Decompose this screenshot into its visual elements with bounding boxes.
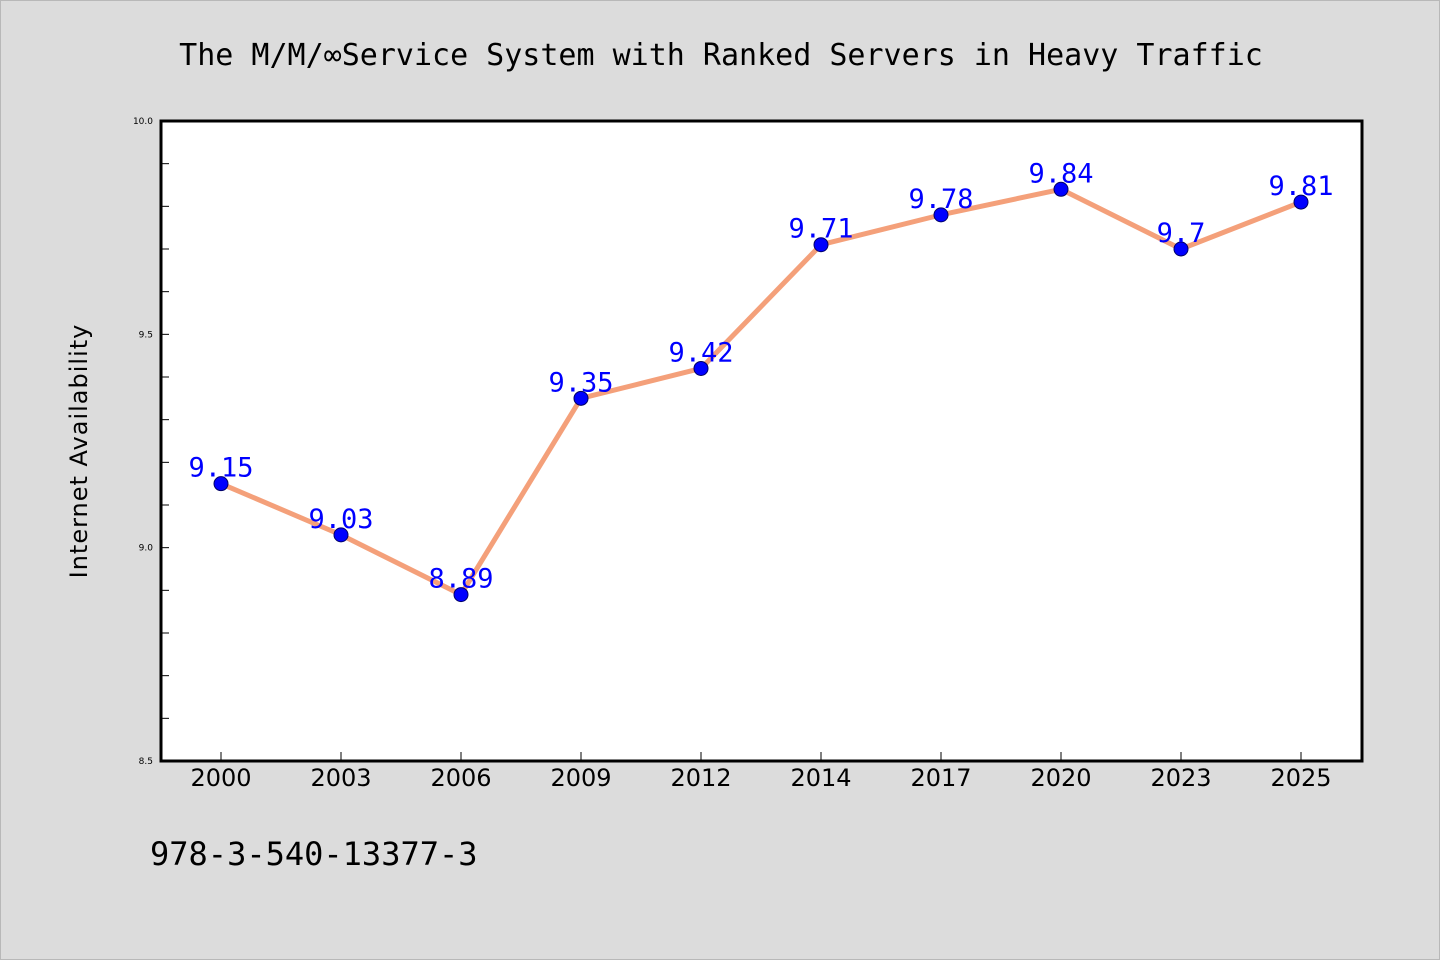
footer-isbn: 978-3-540-13377-3 [150,835,478,873]
plot-area [159,119,1364,763]
data-point [813,237,829,253]
y-tick-label: 10.0 [133,117,153,127]
x-tick-label: 2000 [190,764,251,792]
data-label: 8.89 [428,564,493,595]
x-tick-label: 2023 [1150,764,1211,792]
data-point [213,476,229,492]
x-tick-label: 2012 [670,764,731,792]
data-point [573,390,589,406]
data-label: 9.03 [308,504,373,535]
x-tick-label: 2009 [550,764,611,792]
data-point [333,527,349,543]
data-label: 9.81 [1268,171,1333,202]
data-label: 9.84 [1028,158,1093,189]
x-tick-label: 2020 [1030,764,1091,792]
y-axis: 8.5 9.0 9.5 10.0 [133,117,169,767]
data-point [453,587,469,603]
y-tick-label: 9.0 [139,544,154,554]
x-tick-label: 2006 [430,764,491,792]
x-tick-label: 2014 [790,764,851,792]
data-markers [213,181,1309,603]
x-tick-label: 2025 [1270,764,1331,792]
data-point [1053,181,1069,197]
x-axis: 2000 2003 2006 2009 2012 2014 2017 2020 2023 2025 [190,752,1332,792]
data-point [1173,241,1189,257]
data-label: 9.15 [188,453,253,484]
data-label: 9.7 [1157,218,1206,249]
data-point [1293,194,1309,210]
y-tick-label: 9.5 [139,330,153,340]
data-label: 9.35 [548,367,613,398]
y-tick-label: 8.5 [139,757,153,767]
data-label: 9.71 [788,214,853,245]
x-tick-label: 2003 [310,764,371,792]
data-labels: 9.15 9.03 8.89 9.35 9.42 9.71 9.78 9.84 9.7 9.81 [188,158,1333,594]
series-line [218,186,1304,598]
data-point [693,360,709,376]
x-tick-label: 2017 [910,764,971,792]
chart-title: The M/M/∞Service System with Ranked Serv… [179,38,1263,73]
y-axis-label: Internet Availability [65,324,93,579]
data-label: 9.78 [908,184,973,215]
data-point [933,207,949,223]
data-label: 9.42 [668,337,733,368]
